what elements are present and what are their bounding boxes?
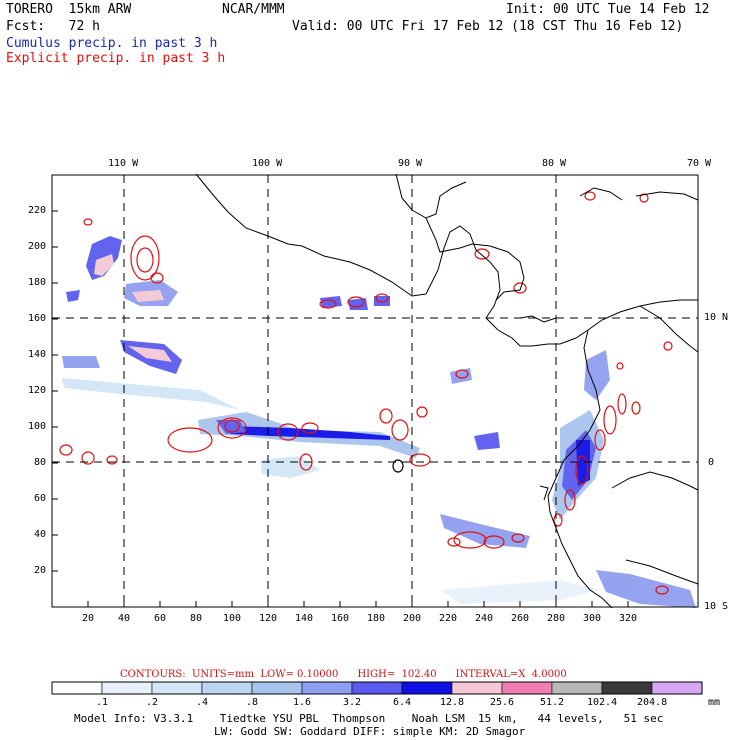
x-tick-label: 180: [367, 613, 386, 624]
colorbar-swatch: [351, 681, 403, 695]
colorbar-label: .2: [146, 697, 159, 708]
colorbar-swatch: [501, 681, 553, 695]
model-physics: LW: Godd SW: Goddard DIFF: simple KM: 2D…: [214, 725, 526, 738]
contours-info: CONTOURS: UNITS=mm LOW= 0.10000 HIGH= 10…: [120, 669, 567, 680]
x-tick-label: 300: [583, 613, 602, 624]
y-tick-label: 160: [28, 313, 47, 324]
graticule: [52, 175, 698, 607]
field-cumulus-label: Cumulus precip. in past 3 h: [6, 36, 218, 51]
heavy-precip-black: [392, 459, 404, 473]
colorbar-label: .4: [196, 697, 209, 708]
x-tick-label: 220: [439, 613, 458, 624]
x-tick-label: 140: [295, 613, 314, 624]
colorbar-label: .8: [246, 697, 259, 708]
colorbar-swatch: [301, 681, 353, 695]
x-tick-label: 280: [547, 613, 566, 624]
lat-label-10s: 10 S: [704, 601, 729, 612]
cumulus-precip-shading: [62, 236, 696, 608]
x-tick-label: 20: [82, 613, 95, 624]
x-tick-label: 260: [511, 613, 530, 624]
colorbar-label: 3.2: [343, 697, 362, 708]
lon-label-100w: 100 W: [252, 158, 283, 169]
y-tick-label: 100: [28, 421, 47, 432]
valid-time: Valid: 00 UTC Fri 17 Feb 12 (18 CST Thu …: [292, 19, 684, 34]
x-tick-label: 240: [475, 613, 494, 624]
model-info: Model Info: V3.3.1 Tiedtke YSU PBL Thomp…: [74, 712, 664, 725]
colorbar-swatch: [401, 681, 453, 695]
lon-label-110w: 110 W: [108, 158, 139, 169]
colorbar-label: 6.4: [393, 697, 412, 708]
x-tick-label: 200: [403, 613, 422, 624]
coastlines: [195, 173, 699, 609]
colorbar-swatch: [651, 681, 703, 695]
lon-label-70w: 70 W: [687, 158, 712, 169]
colorbar-swatch: [101, 681, 153, 695]
y-tick-label: 80: [34, 457, 47, 468]
y-tick-label: 20: [34, 565, 47, 576]
x-tick-label: 160: [331, 613, 350, 624]
center-label: NCAR/MMM: [222, 2, 285, 17]
colorbar-label: 102.4: [587, 697, 618, 708]
x-tick-label: 40: [118, 613, 131, 624]
colorbar-label: 1.6: [293, 697, 312, 708]
colorbar-label: 51.2: [540, 697, 565, 708]
colorbar-label: 204.8: [637, 697, 668, 708]
legend-unit: mm: [708, 697, 721, 708]
x-tick-label: 120: [259, 613, 278, 624]
lon-label-90w: 90 W: [398, 158, 423, 169]
frame-ticks: [52, 210, 629, 607]
colorbar-swatch: [151, 681, 203, 695]
colorbar-label: 12.8: [440, 697, 465, 708]
y-tick-label: 220: [28, 205, 47, 216]
colorbar-swatch: [51, 681, 103, 695]
colorbar-label: 25.6: [490, 697, 515, 708]
field-explicit-label: Explicit precip. in past 3 h: [6, 51, 226, 66]
y-tick-label: 180: [28, 277, 47, 288]
colorbar-label: .1: [96, 697, 109, 708]
explicit-precip-contours: [59, 191, 673, 595]
init-time: Init: 00 UTC Tue 14 Feb 12: [506, 2, 710, 17]
y-tick-label: 200: [28, 241, 47, 252]
y-tick-label: 120: [28, 385, 47, 396]
lat-label-10n: 10 N: [704, 312, 729, 323]
colorbar-swatch: [551, 681, 603, 695]
colorbar-swatch: [601, 681, 653, 695]
forecast-hour: Fcst: 72 h: [6, 19, 100, 34]
model-title: TORERO 15km ARW: [6, 2, 132, 17]
colorbar-swatch: [201, 681, 253, 695]
x-tick-label: 320: [619, 613, 638, 624]
y-tick-label: 140: [28, 349, 47, 360]
y-tick-label: 60: [34, 493, 47, 504]
x-tick-label: 60: [154, 613, 167, 624]
x-tick-label: 100: [223, 613, 242, 624]
legend-colorbar: [51, 681, 703, 695]
y-tick-label: 40: [34, 529, 47, 540]
colorbar-swatch: [251, 681, 303, 695]
colorbar-swatch: [451, 681, 503, 695]
x-tick-label: 80: [190, 613, 203, 624]
lon-label-80w: 80 W: [542, 158, 567, 169]
lat-label-equator: 0: [708, 457, 715, 468]
